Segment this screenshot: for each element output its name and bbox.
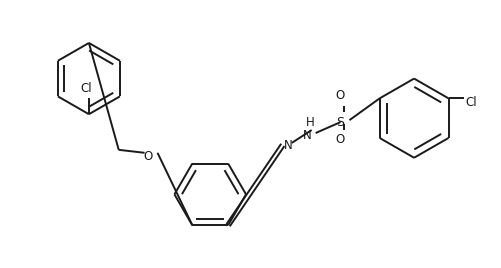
Text: H: H bbox=[306, 116, 315, 129]
Text: S: S bbox=[337, 116, 345, 129]
Text: N: N bbox=[303, 129, 312, 143]
Text: N: N bbox=[284, 139, 293, 152]
Text: O: O bbox=[336, 89, 345, 102]
Text: Cl: Cl bbox=[80, 82, 92, 95]
Text: O: O bbox=[336, 133, 345, 146]
Text: Cl: Cl bbox=[465, 96, 477, 109]
Text: O: O bbox=[143, 150, 152, 163]
